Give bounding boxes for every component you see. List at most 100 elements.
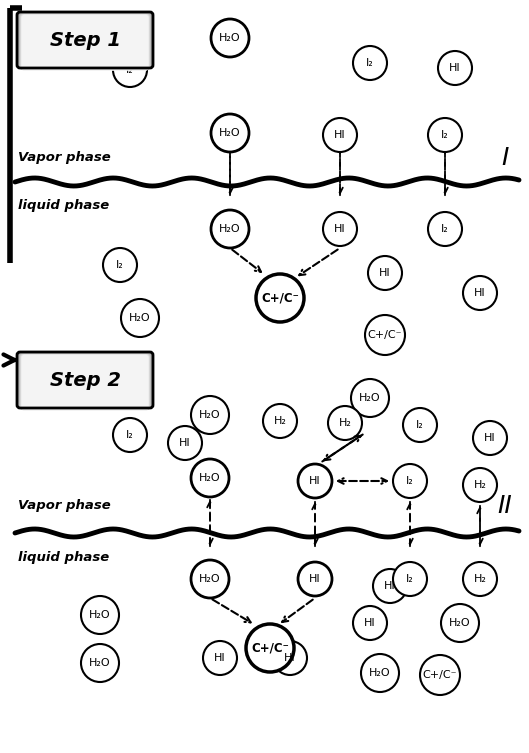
Circle shape xyxy=(211,114,249,152)
Circle shape xyxy=(368,256,402,290)
Text: HI: HI xyxy=(214,653,226,663)
FancyBboxPatch shape xyxy=(20,354,150,410)
Circle shape xyxy=(113,418,147,452)
Circle shape xyxy=(81,596,119,634)
Circle shape xyxy=(351,379,389,417)
Circle shape xyxy=(191,459,229,497)
Text: I₂: I₂ xyxy=(126,65,134,75)
Text: H₂O: H₂O xyxy=(359,393,381,403)
Circle shape xyxy=(121,299,159,337)
Text: I₂: I₂ xyxy=(366,58,374,68)
Text: liquid phase: liquid phase xyxy=(18,199,110,212)
FancyBboxPatch shape xyxy=(17,12,152,69)
Text: H₂O: H₂O xyxy=(219,128,241,138)
FancyBboxPatch shape xyxy=(18,352,152,409)
Circle shape xyxy=(211,210,249,248)
Text: HI: HI xyxy=(364,618,376,628)
FancyBboxPatch shape xyxy=(19,13,151,69)
Text: HI: HI xyxy=(379,268,391,278)
Circle shape xyxy=(211,19,249,57)
FancyBboxPatch shape xyxy=(22,15,149,71)
Circle shape xyxy=(203,641,237,675)
Circle shape xyxy=(298,562,332,596)
FancyBboxPatch shape xyxy=(17,352,153,408)
Circle shape xyxy=(323,212,357,246)
FancyBboxPatch shape xyxy=(21,355,149,410)
Circle shape xyxy=(263,404,297,438)
Text: HI: HI xyxy=(284,653,296,663)
FancyBboxPatch shape xyxy=(19,353,151,409)
Circle shape xyxy=(463,468,497,502)
Text: I₂: I₂ xyxy=(416,420,424,430)
Circle shape xyxy=(441,604,479,642)
FancyBboxPatch shape xyxy=(21,354,150,410)
FancyBboxPatch shape xyxy=(22,355,149,410)
Text: HI: HI xyxy=(474,288,486,298)
Text: H₂O: H₂O xyxy=(449,618,471,628)
Text: HI: HI xyxy=(179,438,191,448)
FancyBboxPatch shape xyxy=(21,14,149,70)
Text: H₂O: H₂O xyxy=(219,224,241,234)
Text: I₂: I₂ xyxy=(441,224,449,234)
Circle shape xyxy=(246,624,294,672)
Circle shape xyxy=(463,276,497,310)
Text: I₂: I₂ xyxy=(406,476,414,486)
Text: H₂O: H₂O xyxy=(219,33,241,43)
Circle shape xyxy=(81,644,119,682)
Text: II: II xyxy=(498,494,513,518)
Circle shape xyxy=(191,396,229,434)
Circle shape xyxy=(420,655,460,695)
Text: I₂: I₂ xyxy=(441,130,449,140)
Text: H₂O: H₂O xyxy=(369,668,391,678)
FancyBboxPatch shape xyxy=(17,352,152,408)
Circle shape xyxy=(168,426,202,460)
Text: H₂: H₂ xyxy=(273,416,286,426)
Circle shape xyxy=(438,51,472,85)
Circle shape xyxy=(353,46,387,80)
Circle shape xyxy=(298,464,332,498)
FancyBboxPatch shape xyxy=(20,14,150,70)
FancyBboxPatch shape xyxy=(20,14,150,69)
Text: H₂O: H₂O xyxy=(199,473,221,483)
Circle shape xyxy=(256,274,304,322)
FancyBboxPatch shape xyxy=(20,353,150,410)
Circle shape xyxy=(361,654,399,692)
Circle shape xyxy=(103,248,137,282)
Text: H₂O: H₂O xyxy=(199,410,221,420)
Circle shape xyxy=(393,464,427,498)
Circle shape xyxy=(373,569,407,603)
Text: HI: HI xyxy=(484,433,496,443)
Text: Vapor phase: Vapor phase xyxy=(18,499,111,513)
Text: H₂: H₂ xyxy=(473,574,487,584)
Circle shape xyxy=(328,406,362,440)
Text: H₂O: H₂O xyxy=(89,658,111,668)
Text: I₂: I₂ xyxy=(116,260,124,270)
Text: HI: HI xyxy=(384,581,396,591)
Text: H₂O: H₂O xyxy=(89,610,111,620)
Circle shape xyxy=(365,315,405,355)
Text: HI: HI xyxy=(309,476,321,486)
Text: C+/C⁻: C+/C⁻ xyxy=(261,291,299,304)
Circle shape xyxy=(323,118,357,152)
FancyBboxPatch shape xyxy=(21,14,150,70)
Circle shape xyxy=(463,562,497,596)
Text: I: I xyxy=(501,146,509,170)
FancyBboxPatch shape xyxy=(17,12,153,68)
Text: HI: HI xyxy=(309,574,321,584)
Text: HI: HI xyxy=(449,63,461,73)
Text: C+/C⁻: C+/C⁻ xyxy=(251,642,289,654)
Text: H₂O: H₂O xyxy=(129,313,151,323)
Circle shape xyxy=(428,118,462,152)
Text: H₂: H₂ xyxy=(339,418,351,428)
Text: Step 1: Step 1 xyxy=(50,31,121,50)
Text: I₂: I₂ xyxy=(406,574,414,584)
Text: Step 2: Step 2 xyxy=(50,370,121,389)
Circle shape xyxy=(191,560,229,598)
Circle shape xyxy=(113,53,147,87)
Circle shape xyxy=(428,212,462,246)
Text: C+/C⁻: C+/C⁻ xyxy=(368,330,402,340)
Circle shape xyxy=(353,606,387,640)
FancyBboxPatch shape xyxy=(18,13,152,69)
Text: liquid phase: liquid phase xyxy=(18,550,110,563)
Text: HI: HI xyxy=(334,224,346,234)
